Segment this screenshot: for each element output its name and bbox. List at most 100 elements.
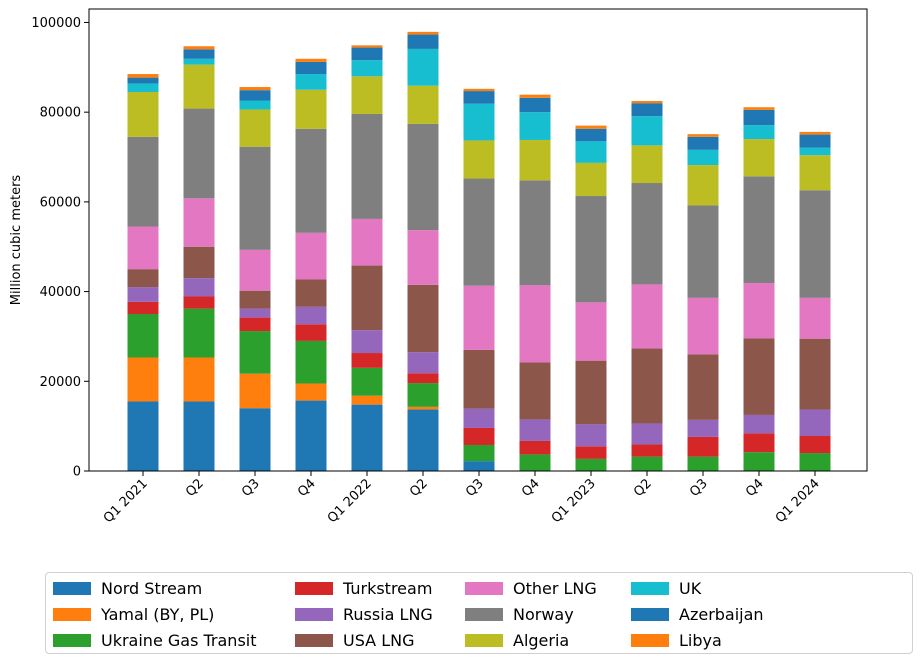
- bar-segment: [351, 353, 383, 368]
- bar-segment: [519, 285, 551, 363]
- bar-segment: [127, 226, 159, 270]
- bar-segment: [183, 401, 215, 471]
- bar-segment: [687, 354, 719, 420]
- bar-segment: [687, 165, 719, 206]
- legend-label: Yamal (BY, PL): [101, 604, 215, 624]
- legend: Nord Stream Yamal (BY, PL) Ukraine Gas Tra…: [45, 572, 913, 654]
- legend-swatch: [295, 633, 333, 647]
- bar-segment: [239, 109, 271, 147]
- bar-segment: [183, 49, 215, 59]
- bar-segment: [799, 190, 831, 298]
- bar-segment: [519, 362, 551, 420]
- bar-segment: [463, 178, 495, 286]
- bar-segment: [183, 357, 215, 402]
- bar-segment: [519, 94, 551, 98]
- bar-segment: [239, 317, 271, 332]
- legend-swatch: [465, 633, 503, 647]
- bar-segment: [631, 423, 663, 445]
- bar-segment: [463, 444, 495, 462]
- bar-segment: [127, 401, 159, 471]
- legend-item: Libya: [631, 629, 722, 651]
- legend-label: Azerbaijan: [679, 604, 764, 624]
- bar-segment: [463, 349, 495, 409]
- bar-segment: [631, 145, 663, 184]
- y-tick-label: 60000: [40, 195, 81, 210]
- bar-segment: [631, 284, 663, 349]
- bar-segment: [575, 141, 607, 163]
- x-tick-label: Q3: [463, 476, 487, 500]
- bar-segment: [351, 47, 383, 61]
- bar-segment: [295, 232, 327, 280]
- legend-item: Algeria: [465, 629, 569, 651]
- y-axis-label: Million cubic meters: [9, 175, 24, 306]
- bar-segment: [575, 162, 607, 197]
- bar-segment: [743, 414, 775, 434]
- bar-segment: [575, 458, 607, 471]
- bar-segment: [127, 83, 159, 92]
- legend-item: Azerbaijan: [631, 603, 764, 625]
- bar-segment: [463, 88, 495, 92]
- bar-segment: [519, 419, 551, 441]
- legend-label: Russia LNG: [343, 604, 433, 624]
- legend-item: UK: [631, 577, 701, 599]
- bar-segment: [127, 314, 159, 358]
- bar-segment: [743, 283, 775, 339]
- legend-swatch: [295, 581, 333, 595]
- bar-segment: [351, 60, 383, 77]
- bar-segment: [127, 136, 159, 227]
- bar-segment: [183, 108, 215, 199]
- bar-segment: [799, 155, 831, 191]
- legend-item: Turkstream: [295, 577, 432, 599]
- bar-segment: [295, 324, 327, 341]
- bar-segment: [351, 404, 383, 471]
- y-tick-label: 100000: [31, 16, 81, 31]
- legend-item: Yamal (BY, PL): [53, 603, 214, 625]
- bar-segment: [687, 205, 719, 298]
- legend-item: Nord Stream: [53, 577, 202, 599]
- bar-segment: [295, 400, 327, 471]
- bar-segment: [239, 373, 271, 409]
- bar-segment: [183, 296, 215, 309]
- bar-segment: [239, 408, 271, 471]
- bar-segment: [743, 139, 775, 177]
- bar-segment: [295, 279, 327, 307]
- bar-segment: [743, 109, 775, 126]
- bar-segment: [463, 427, 495, 445]
- bar-segment: [575, 446, 607, 459]
- legend-item: Ukraine Gas Transit: [53, 629, 257, 651]
- bar-segment: [407, 284, 439, 353]
- legend-item: Russia LNG: [295, 603, 433, 625]
- x-tick-label: Q2: [183, 476, 207, 500]
- bar-segment: [239, 90, 271, 101]
- bar-segment: [743, 176, 775, 284]
- x-tick-label: Q1 2021: [101, 476, 151, 526]
- bar-segment: [183, 46, 215, 50]
- bar-segment: [127, 357, 159, 402]
- legend-label: Ukraine Gas Transit: [101, 630, 257, 650]
- x-axis: Q1 2021 Q2 Q3 Q4 Q1 2022 Q2 Q3 Q4 Q1 2023 Q2 Q3 Q4 Q…: [101, 471, 823, 526]
- y-tick-label: 40000: [40, 285, 81, 300]
- bar-segment: [351, 395, 383, 405]
- bar-segment: [519, 180, 551, 286]
- bar-segment: [127, 301, 159, 315]
- bar-segment: [463, 285, 495, 350]
- bar-segment: [799, 147, 831, 156]
- x-tick-label: Q1 2024: [773, 476, 823, 526]
- bar-segment: [799, 131, 831, 135]
- legend-swatch: [465, 581, 503, 595]
- bar-segment: [127, 269, 159, 288]
- bar-segment: [743, 125, 775, 140]
- bar-segment: [687, 136, 719, 150]
- x-tick-label: Q1 2023: [549, 476, 599, 526]
- bar-segment: [799, 453, 831, 471]
- bar-segment: [407, 123, 439, 231]
- bar-segment: [295, 128, 327, 233]
- bar-segment: [183, 246, 215, 279]
- bar-segment: [743, 433, 775, 453]
- bar-segment: [295, 340, 327, 384]
- legend-swatch: [631, 607, 669, 621]
- legend-swatch: [53, 581, 91, 595]
- bar-segment: [351, 76, 383, 114]
- legend-label: USA LNG: [343, 630, 415, 650]
- bar-segment: [799, 338, 831, 410]
